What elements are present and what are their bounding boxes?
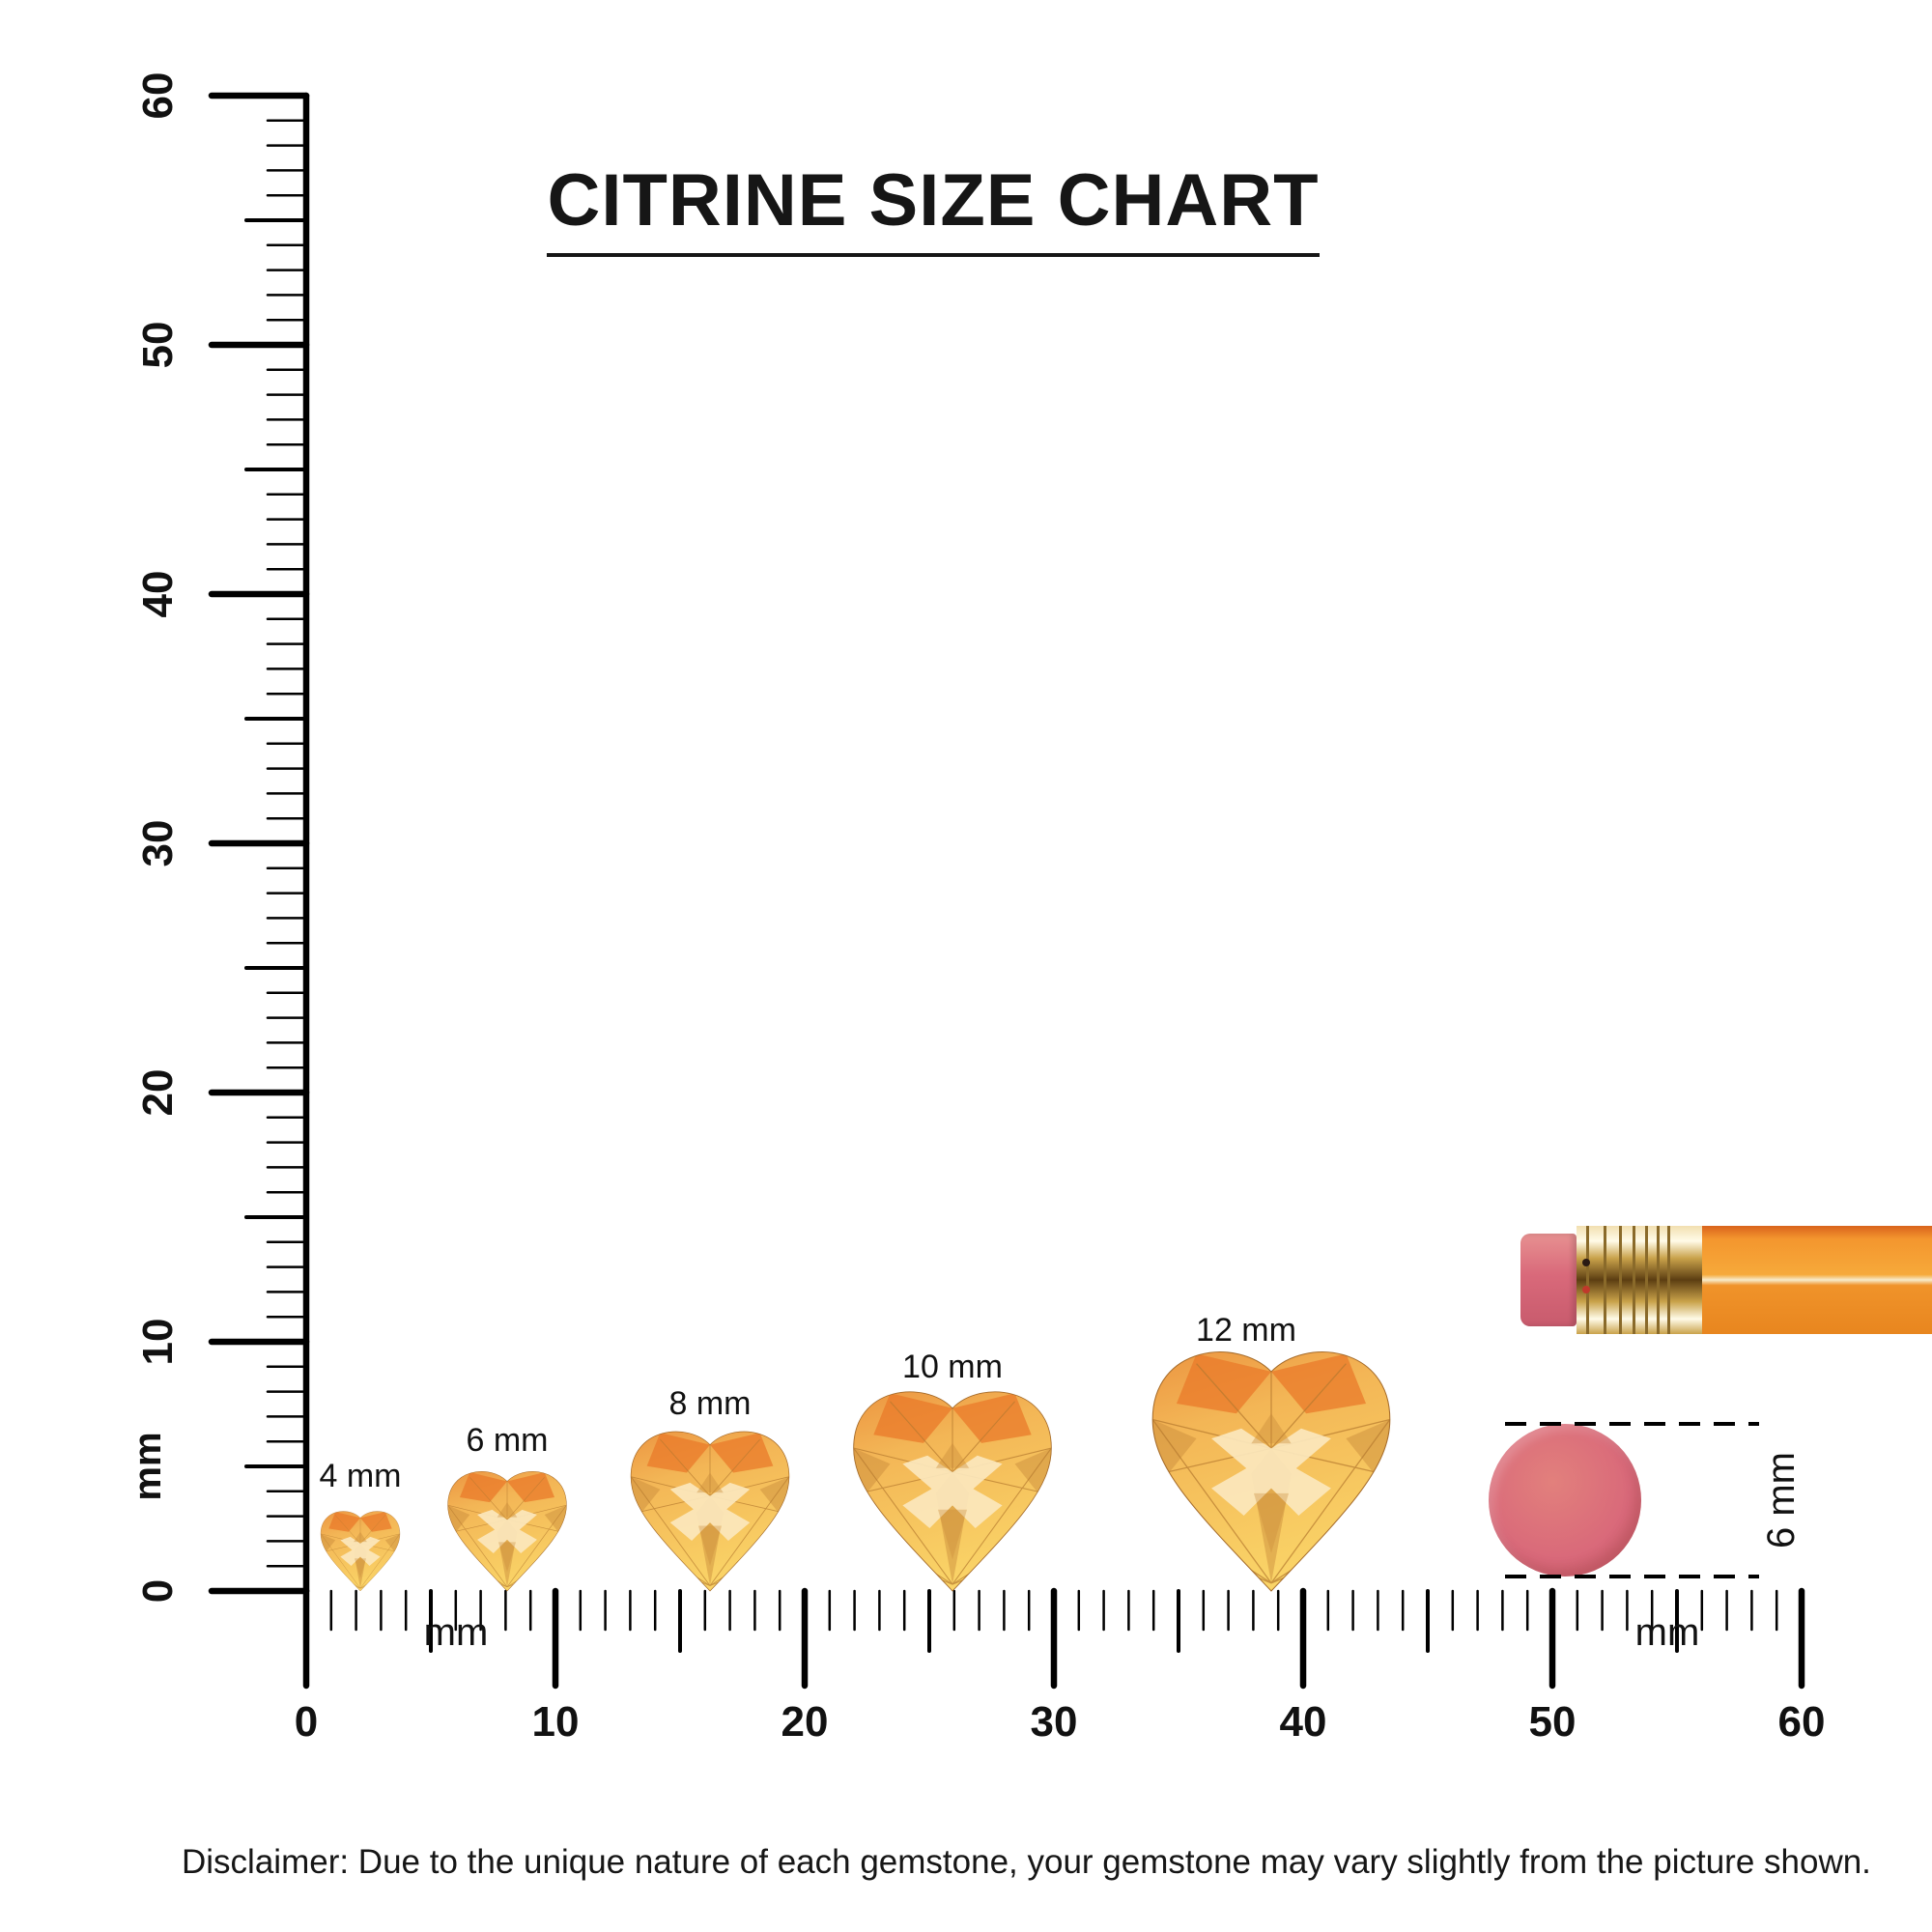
svg-text:mm: mm bbox=[424, 1611, 489, 1654]
svg-text:20: 20 bbox=[134, 1069, 182, 1117]
svg-text:20: 20 bbox=[781, 1698, 829, 1746]
svg-text:10: 10 bbox=[532, 1698, 580, 1746]
svg-text:8 mm: 8 mm bbox=[669, 1385, 752, 1422]
svg-text:6 mm: 6 mm bbox=[467, 1422, 549, 1459]
svg-text:mm: mm bbox=[1635, 1611, 1700, 1654]
svg-text:50: 50 bbox=[1529, 1698, 1577, 1746]
svg-text:60: 60 bbox=[1778, 1698, 1826, 1746]
svg-text:mm: mm bbox=[127, 1432, 169, 1500]
svg-text:10: 10 bbox=[134, 1319, 182, 1366]
svg-text:4 mm: 4 mm bbox=[320, 1458, 402, 1494]
svg-text:6 mm: 6 mm bbox=[1760, 1452, 1803, 1548]
svg-text:60: 60 bbox=[134, 72, 182, 120]
svg-text:0: 0 bbox=[134, 1579, 182, 1603]
svg-text:30: 30 bbox=[134, 820, 182, 867]
svg-text:50: 50 bbox=[134, 322, 182, 369]
svg-text:0: 0 bbox=[295, 1698, 318, 1746]
svg-text:40: 40 bbox=[1280, 1698, 1327, 1746]
svg-text:12 mm: 12 mm bbox=[1196, 1312, 1296, 1349]
svg-text:30: 30 bbox=[1031, 1698, 1078, 1746]
svg-text:40: 40 bbox=[134, 571, 182, 618]
svg-text:10 mm: 10 mm bbox=[902, 1349, 1003, 1385]
